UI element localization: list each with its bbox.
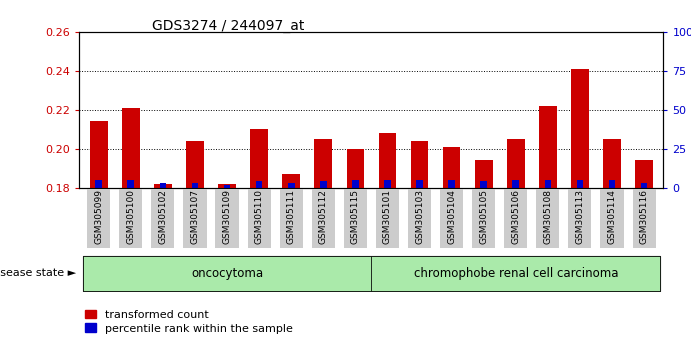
Text: GSM305101: GSM305101 xyxy=(383,189,392,244)
Bar xyxy=(122,108,140,188)
FancyBboxPatch shape xyxy=(632,189,656,248)
FancyBboxPatch shape xyxy=(83,256,371,291)
Text: GSM305107: GSM305107 xyxy=(191,189,200,244)
Text: GSM305115: GSM305115 xyxy=(351,189,360,244)
FancyBboxPatch shape xyxy=(280,189,303,248)
FancyBboxPatch shape xyxy=(376,189,399,248)
Bar xyxy=(90,121,108,188)
Bar xyxy=(250,129,268,188)
Bar xyxy=(416,180,423,188)
Bar xyxy=(545,180,551,188)
Text: GDS3274 / 244097_at: GDS3274 / 244097_at xyxy=(152,19,305,34)
Bar xyxy=(443,147,460,188)
FancyBboxPatch shape xyxy=(183,189,207,248)
Text: GSM305112: GSM305112 xyxy=(319,189,328,244)
Bar xyxy=(480,181,487,188)
Text: GSM305116: GSM305116 xyxy=(640,189,649,244)
FancyBboxPatch shape xyxy=(600,189,623,248)
Bar xyxy=(448,180,455,188)
Text: GSM305111: GSM305111 xyxy=(287,189,296,244)
FancyBboxPatch shape xyxy=(87,189,111,248)
Text: GSM305113: GSM305113 xyxy=(576,189,585,244)
FancyBboxPatch shape xyxy=(408,189,431,248)
Bar xyxy=(576,180,583,188)
Bar xyxy=(635,160,653,188)
Bar xyxy=(160,183,167,188)
Bar xyxy=(410,141,428,188)
Bar xyxy=(603,139,621,188)
Bar xyxy=(571,69,589,188)
Bar xyxy=(507,139,524,188)
Bar xyxy=(379,133,396,188)
Text: GSM305106: GSM305106 xyxy=(511,189,520,244)
FancyBboxPatch shape xyxy=(371,256,660,291)
Bar xyxy=(154,184,171,188)
Text: GSM305099: GSM305099 xyxy=(94,189,103,244)
Bar xyxy=(218,184,236,188)
FancyBboxPatch shape xyxy=(151,189,174,248)
Text: GSM305100: GSM305100 xyxy=(126,189,135,244)
Bar xyxy=(95,180,102,188)
Text: disease state ►: disease state ► xyxy=(0,268,76,279)
FancyBboxPatch shape xyxy=(472,189,495,248)
Bar xyxy=(224,184,230,188)
Text: oncocytoma: oncocytoma xyxy=(191,267,263,280)
Bar xyxy=(475,160,493,188)
FancyBboxPatch shape xyxy=(344,189,367,248)
FancyBboxPatch shape xyxy=(440,189,463,248)
Bar xyxy=(127,180,134,188)
Text: GSM305114: GSM305114 xyxy=(607,189,616,244)
Text: GSM305110: GSM305110 xyxy=(254,189,264,244)
Bar xyxy=(314,139,332,188)
Text: GSM305103: GSM305103 xyxy=(415,189,424,244)
Legend: transformed count, percentile rank within the sample: transformed count, percentile rank withi… xyxy=(85,310,293,333)
Bar xyxy=(347,149,364,188)
Bar xyxy=(191,183,198,188)
FancyBboxPatch shape xyxy=(504,189,527,248)
Bar xyxy=(288,183,294,188)
Bar xyxy=(256,181,263,188)
Text: chromophobe renal cell carcinoma: chromophobe renal cell carcinoma xyxy=(413,267,618,280)
Text: GSM305104: GSM305104 xyxy=(447,189,456,244)
Bar xyxy=(283,174,300,188)
Text: GSM305105: GSM305105 xyxy=(479,189,489,244)
FancyBboxPatch shape xyxy=(120,189,142,248)
Bar xyxy=(320,181,327,188)
FancyBboxPatch shape xyxy=(569,189,591,248)
Text: GSM305109: GSM305109 xyxy=(223,189,231,244)
Bar xyxy=(539,106,557,188)
Bar xyxy=(384,180,391,188)
FancyBboxPatch shape xyxy=(536,189,560,248)
FancyBboxPatch shape xyxy=(247,189,271,248)
Bar xyxy=(186,141,204,188)
FancyBboxPatch shape xyxy=(216,189,238,248)
Text: GSM305102: GSM305102 xyxy=(158,189,167,244)
Bar xyxy=(352,180,359,188)
Bar xyxy=(609,180,616,188)
FancyBboxPatch shape xyxy=(312,189,335,248)
Bar xyxy=(513,180,519,188)
Bar xyxy=(641,183,647,188)
Text: GSM305108: GSM305108 xyxy=(543,189,552,244)
